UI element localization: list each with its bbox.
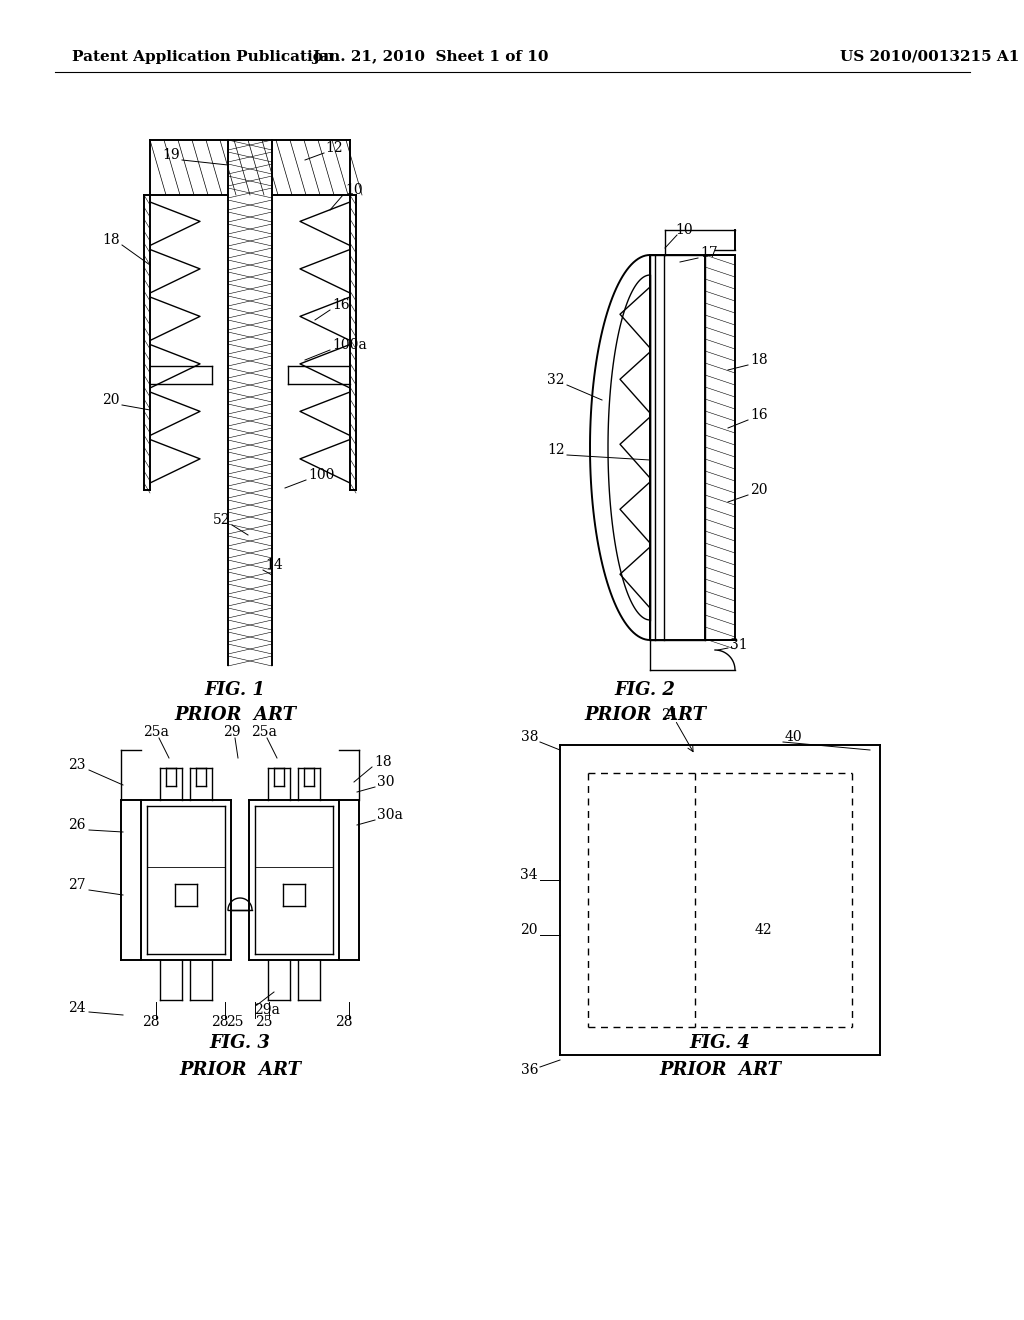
Text: FIG. 3: FIG. 3 [210,1034,270,1052]
Text: 28: 28 [335,1015,352,1030]
Text: PRIOR  ART: PRIOR ART [179,1061,301,1078]
Text: 21: 21 [662,708,679,722]
Text: 18: 18 [102,234,120,247]
Text: FIG. 4: FIG. 4 [689,1034,751,1052]
Text: 10: 10 [345,183,362,197]
Text: 36: 36 [520,1063,538,1077]
Text: 16: 16 [750,408,768,422]
Text: US 2010/0013215 A1: US 2010/0013215 A1 [840,50,1019,63]
Text: 17: 17 [700,246,718,260]
Text: 19: 19 [163,148,180,162]
Text: 27: 27 [69,878,86,892]
Text: PRIOR  ART: PRIOR ART [659,1061,781,1078]
Text: 25a: 25a [143,725,169,739]
Text: 18: 18 [374,755,391,770]
Text: 24: 24 [69,1001,86,1015]
Text: 14: 14 [265,558,283,572]
Text: 100a: 100a [332,338,367,352]
Text: 31: 31 [730,638,748,652]
Text: 34: 34 [520,869,538,882]
Text: 32: 32 [548,374,565,387]
Text: PRIOR  ART: PRIOR ART [174,706,296,723]
Text: 12: 12 [325,141,343,154]
Text: 28: 28 [211,1015,228,1030]
Text: 23: 23 [69,758,86,772]
Text: 38: 38 [520,730,538,744]
Text: 10: 10 [675,223,692,238]
Text: FIG. 1: FIG. 1 [205,681,265,700]
Text: Patent Application Publication: Patent Application Publication [72,50,334,63]
Text: 25: 25 [255,1015,272,1030]
Text: 52: 52 [213,513,230,527]
Text: 20: 20 [520,923,538,937]
Text: 30: 30 [377,775,394,789]
Text: 20: 20 [750,483,768,498]
Text: 12: 12 [548,444,565,457]
Text: 100: 100 [308,469,335,482]
Text: 20: 20 [102,393,120,407]
Text: 26: 26 [69,818,86,832]
Text: 29a: 29a [254,1003,280,1016]
Text: 18: 18 [750,352,768,367]
Text: Jan. 21, 2010  Sheet 1 of 10: Jan. 21, 2010 Sheet 1 of 10 [311,50,548,63]
Text: 28: 28 [142,1015,160,1030]
Text: 29: 29 [223,725,241,739]
Text: 25a: 25a [251,725,276,739]
Text: 40: 40 [785,730,803,744]
Text: 16: 16 [332,298,349,312]
Text: 42: 42 [755,923,773,937]
Text: FIG. 2: FIG. 2 [614,681,676,700]
Text: 30a: 30a [377,808,402,822]
Text: PRIOR  ART: PRIOR ART [584,706,706,723]
Text: 25: 25 [226,1015,244,1030]
